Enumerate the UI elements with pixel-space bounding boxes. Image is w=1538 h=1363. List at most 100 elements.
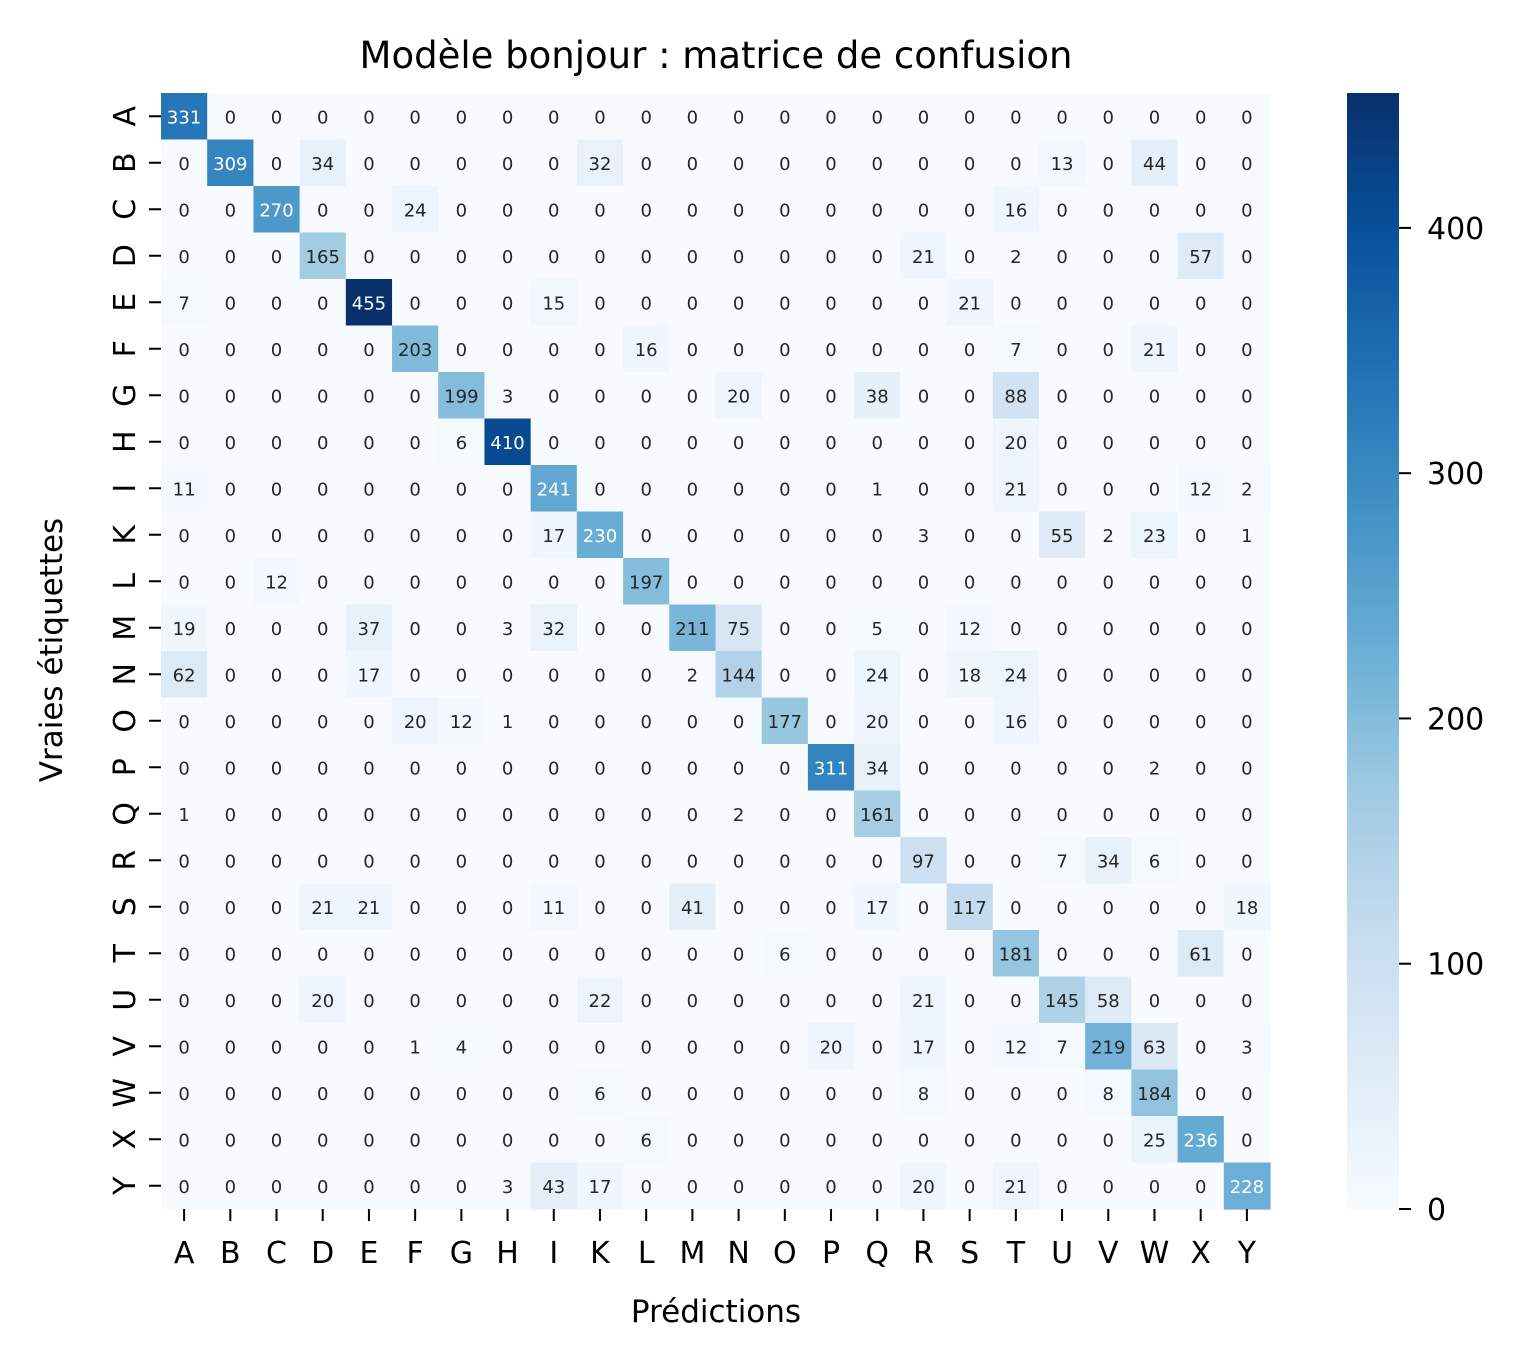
heatmap-cell (1177, 790, 1225, 838)
heatmap-cell (946, 976, 994, 1024)
cell-value: 0 (271, 665, 282, 686)
x-tick-label: N (727, 1236, 749, 1271)
y-tick-label: P (108, 758, 143, 776)
heatmap-cell (1177, 139, 1225, 187)
heatmap-cell (438, 883, 486, 931)
cell-value: 0 (1149, 1177, 1160, 1198)
cell-value: 75 (727, 619, 750, 640)
cell-value: 0 (502, 293, 513, 314)
heatmap-cell (992, 1116, 1040, 1164)
heatmap-cell (299, 976, 347, 1024)
cell-value: 0 (964, 479, 975, 500)
cell-value: 0 (640, 386, 651, 407)
cell-value: 0 (1010, 572, 1021, 593)
cell-value: 0 (964, 340, 975, 361)
heatmap-cell (900, 139, 948, 187)
heatmap-cell (392, 883, 439, 931)
heatmap-cell (484, 883, 532, 931)
cell-value: 0 (456, 898, 467, 919)
heatmap-cell (438, 93, 486, 141)
cell-value: 0 (1103, 479, 1114, 500)
heatmap-cell (992, 1162, 1040, 1210)
heatmap-cell (1223, 790, 1271, 838)
cell-value: 0 (456, 665, 467, 686)
heatmap-values: 331 0 0 0 0 0 0 0 0 0 0 0 0 0 0 0 0 0 0 0 0 0 0 00 309 0 34 0 0 0 0 0 32… (167, 107, 1264, 1198)
cell-value: 0 (918, 386, 929, 407)
heatmap-cell (1223, 697, 1271, 745)
heatmap-cell (576, 93, 624, 141)
heatmap-cell (1131, 1069, 1179, 1117)
cell-value: 0 (317, 479, 328, 500)
heatmap-cell (715, 976, 763, 1024)
cell-value: 0 (687, 1177, 698, 1198)
cell-value: 21 (357, 898, 380, 919)
cell-value: 7 (178, 293, 189, 314)
heatmap-cell (1085, 976, 1132, 1024)
heatmap-cell (1131, 697, 1179, 745)
heatmap-cell (807, 139, 855, 187)
cell-value: 0 (640, 154, 651, 175)
y-tick-label: D (108, 244, 143, 267)
cell-value: 0 (733, 572, 744, 593)
cell-value: 0 (1103, 665, 1114, 686)
cell-value: 236 (1184, 1130, 1218, 1151)
heatmap-cell (854, 976, 901, 1024)
heatmap-cell (299, 651, 347, 699)
heatmap-cell (1177, 604, 1225, 652)
cell-value: 0 (733, 154, 744, 175)
heatmap-cell (623, 93, 670, 141)
heatmap-cell (946, 744, 994, 792)
cell-value: 0 (1149, 805, 1160, 826)
cell-value: 0 (271, 1130, 282, 1151)
cell-value: 1 (178, 805, 189, 826)
cell-value: 0 (456, 293, 467, 314)
cell-value: 0 (687, 293, 698, 314)
heatmap-cell (345, 325, 393, 373)
cell-value: 4 (456, 1037, 467, 1058)
heatmap-cell (946, 558, 994, 606)
heatmap-cell (207, 372, 255, 420)
cell-value: 2 (1149, 758, 1160, 779)
cell-value: 0 (409, 433, 420, 454)
heatmap-cell (161, 372, 208, 420)
cell-value: 61 (1189, 944, 1212, 965)
heatmap-cell (392, 1069, 439, 1117)
cell-value: 0 (687, 200, 698, 221)
cell-value: 0 (687, 851, 698, 872)
y-tick-label: S (108, 897, 143, 916)
heatmap-cell (761, 1162, 809, 1210)
heatmap-cell (992, 697, 1040, 745)
heatmap-cell (623, 186, 670, 234)
cell-value: 0 (964, 758, 975, 779)
y-tick-label: B (108, 152, 143, 173)
cell-value: 0 (918, 433, 929, 454)
cell-value: 0 (1195, 898, 1206, 919)
cell-value: 0 (594, 851, 605, 872)
heatmap-cell (1131, 139, 1179, 187)
heatmap-cell (438, 232, 486, 280)
cell-value: 0 (733, 479, 744, 500)
cell-value: 0 (456, 805, 467, 826)
cell-value: 0 (456, 526, 467, 547)
heatmap-cell (946, 1116, 994, 1164)
cell-value: 0 (178, 386, 189, 407)
heatmap-cell (253, 186, 301, 234)
heatmap-cell (161, 1162, 208, 1210)
heatmap-cell (669, 186, 717, 234)
cell-value: 0 (1195, 200, 1206, 221)
heatmap-cell (345, 604, 393, 652)
heatmap-cell (807, 790, 855, 838)
heatmap-cell (299, 1116, 347, 1164)
heatmap-cell (484, 372, 532, 420)
heatmap-cell (992, 558, 1040, 606)
heatmap-cell (761, 232, 809, 280)
cell-value: 0 (363, 386, 374, 407)
cell-value: 0 (178, 898, 189, 919)
cell-value: 0 (1010, 805, 1021, 826)
y-tick-label: L (108, 573, 143, 590)
cell-value: 0 (409, 526, 420, 547)
cell-value: 0 (1149, 433, 1160, 454)
cell-value: 0 (594, 293, 605, 314)
cell-value: 0 (178, 247, 189, 268)
cell-value: 0 (363, 572, 374, 593)
